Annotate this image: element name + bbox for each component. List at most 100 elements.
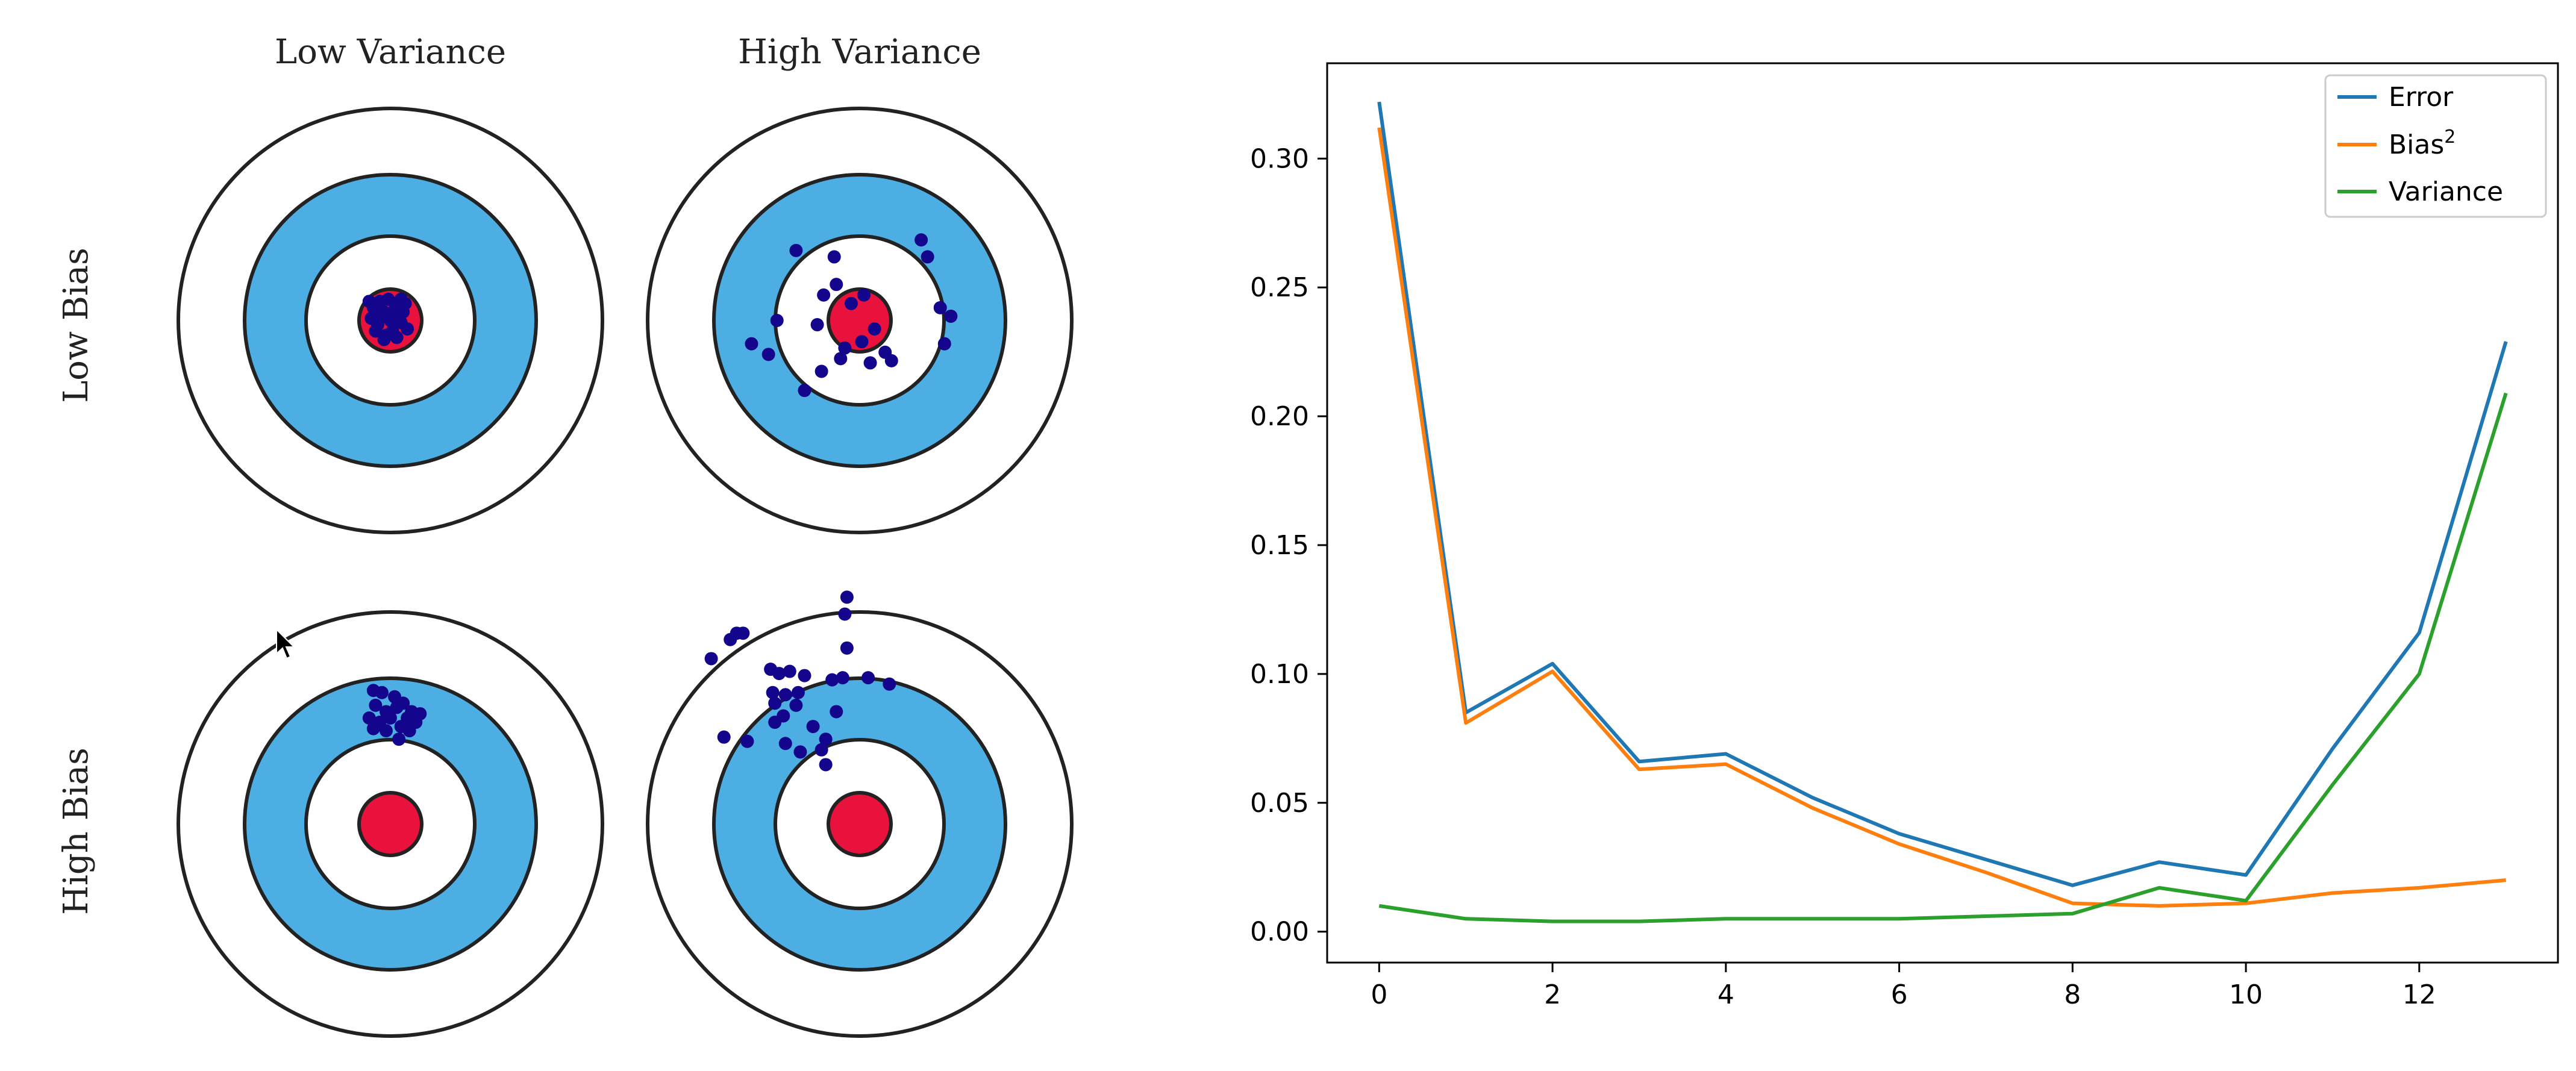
hit-point: [766, 685, 780, 699]
x-tick-label: 8: [2064, 979, 2081, 1010]
hit-point: [375, 309, 389, 323]
y-tick-label: 0.30: [1250, 143, 1309, 174]
hit-point: [783, 664, 796, 678]
hit-point: [868, 322, 881, 336]
hit-point: [761, 348, 775, 361]
legend-label-bias2-superscript: 2: [2444, 126, 2456, 148]
hit-point: [736, 626, 750, 640]
series-line-bias2: [1377, 127, 2506, 908]
y-tick-label: 0.05: [1250, 788, 1309, 819]
hit-point: [704, 652, 718, 666]
y-axis: 0.00 0.05 0.10 0.15 0.20 0.25 0.30: [1250, 143, 1327, 948]
hit-point: [745, 337, 758, 351]
hit-point: [409, 716, 423, 729]
hit-point: [836, 671, 849, 685]
hit-point: [840, 590, 854, 604]
hit-point: [798, 384, 811, 398]
hit-point: [844, 296, 858, 310]
y-tick-label: 0.00: [1250, 917, 1309, 948]
target-low-bias-high-variance: [646, 107, 1074, 534]
series-line-error: [1377, 101, 2508, 887]
hit-point: [863, 356, 877, 370]
x-tick-label: 10: [2229, 979, 2263, 1010]
hit-point: [798, 669, 811, 682]
hit-point: [944, 309, 958, 323]
hit-point: [825, 673, 839, 687]
x-tick-label: 2: [1544, 979, 1561, 1010]
hit-point: [384, 711, 397, 725]
hit-point: [838, 341, 852, 355]
hit-point: [369, 324, 383, 338]
hit-point: [390, 701, 404, 714]
y-tick-label: 0.20: [1250, 401, 1309, 432]
hit-point: [724, 632, 737, 646]
series-line-variance: [1378, 392, 2508, 923]
hit-point: [390, 331, 404, 345]
legend-label-bias2-base: Bias: [2389, 130, 2444, 160]
hit-point: [392, 732, 406, 746]
hit-point: [878, 345, 892, 359]
target-high-bias-low-variance: [177, 610, 604, 1038]
hit-point: [830, 705, 843, 719]
hit-point: [819, 732, 833, 746]
hit-point: [840, 641, 854, 655]
hit-point: [819, 758, 833, 772]
hit-point: [772, 667, 786, 681]
hit-point: [717, 730, 731, 744]
hit-point: [740, 734, 754, 748]
hit-point: [366, 722, 380, 735]
hit-point: [394, 292, 408, 306]
hit-point: [933, 301, 947, 314]
hit-point: [379, 724, 393, 738]
legend-label-bias2: Bias2: [2389, 126, 2456, 160]
hit-point: [883, 677, 896, 691]
hit-point: [791, 685, 805, 699]
mouse-pointer-icon: [276, 628, 296, 660]
y-tick-label: 0.25: [1250, 272, 1309, 303]
hit-point: [861, 671, 875, 685]
y-tick-label: 0.10: [1250, 659, 1309, 690]
hit-point: [369, 698, 383, 712]
hit-point: [793, 745, 807, 759]
legend: Error Bias2 Variance: [2324, 74, 2547, 218]
hit-point: [814, 743, 828, 757]
hit-point: [768, 696, 782, 710]
hit-point: [810, 318, 824, 332]
hit-point: [362, 295, 376, 308]
hit-point: [806, 720, 820, 734]
hit-point: [817, 288, 831, 302]
y-tick-label: 0.15: [1250, 530, 1309, 561]
hit-point: [789, 243, 803, 257]
row-title-high-bias: High Bias: [57, 748, 96, 915]
error-decomposition-chart: 0.00 0.05 0.10 0.15 0.20 0.25 0.30 0 2 4 6 8 10 12 E…: [1250, 62, 2559, 1010]
x-axis: 0 2 4 6 8 10 12: [1371, 963, 2436, 1010]
hit-point: [364, 311, 378, 325]
hit-point: [375, 685, 389, 699]
x-tick-label: 4: [1718, 979, 1734, 1010]
hit-point: [401, 322, 414, 336]
hit-point: [830, 278, 843, 292]
x-tick-label: 12: [2402, 979, 2436, 1010]
hit-point: [857, 288, 871, 302]
hit-point: [827, 250, 841, 264]
target-ring-3: [357, 791, 424, 857]
hit-point: [362, 711, 376, 725]
series-lines: [1377, 101, 2508, 923]
hit-point: [377, 333, 391, 346]
hit-point: [838, 607, 852, 621]
hit-point: [789, 698, 803, 712]
col-title-high-variance: High Variance: [738, 33, 981, 72]
hit-point: [388, 311, 402, 325]
hit-point: [778, 688, 792, 702]
hit-point: [855, 335, 869, 349]
hit-point: [914, 233, 928, 247]
target-low-bias-low-variance: [177, 107, 604, 534]
target-ring-3: [827, 791, 893, 857]
hit-point: [778, 737, 792, 751]
legend-label-variance: Variance: [2389, 176, 2503, 207]
hit-point: [768, 716, 782, 729]
row-title-low-bias: Low Bias: [57, 248, 96, 403]
hit-point: [770, 314, 784, 327]
hit-point: [921, 250, 934, 264]
x-tick-label: 6: [1891, 979, 1908, 1010]
